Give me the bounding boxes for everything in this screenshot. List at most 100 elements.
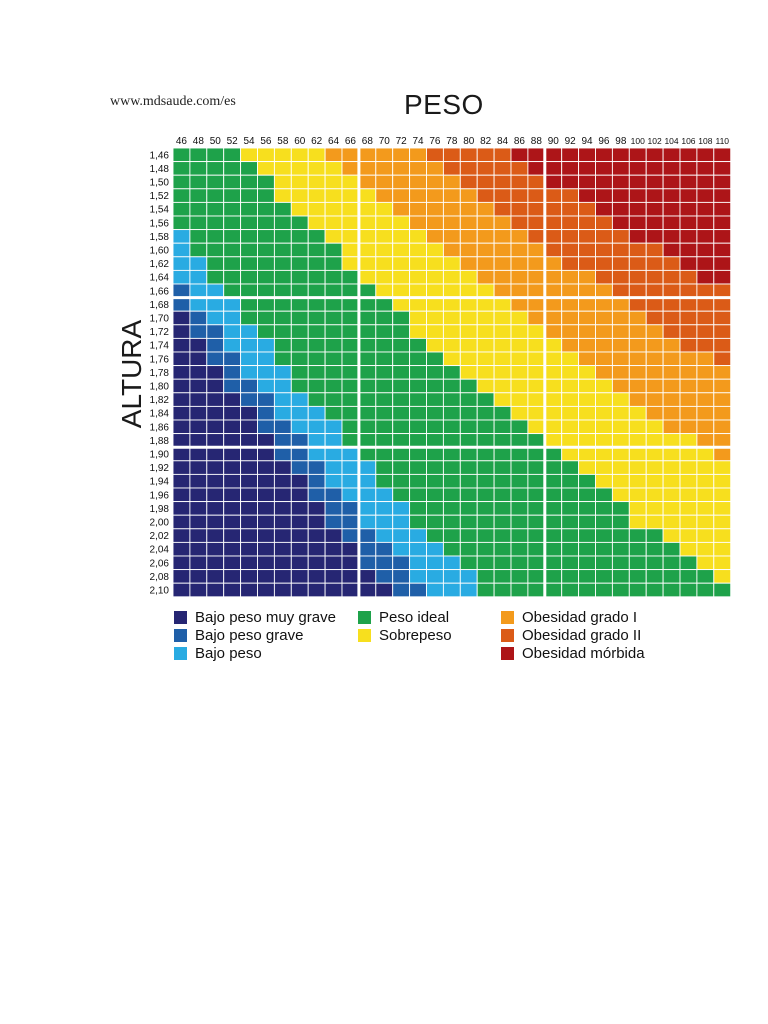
grid-cell	[409, 188, 427, 203]
x-tick-label: 60	[294, 136, 306, 147]
grid-cell	[341, 378, 360, 394]
grid-cell	[459, 473, 478, 489]
grid-cell	[392, 147, 411, 163]
grid-cell	[645, 201, 664, 217]
grid-cell	[662, 337, 681, 353]
grid-cell	[459, 351, 478, 367]
grid-cell	[426, 528, 444, 543]
grid-cell	[189, 310, 208, 326]
grid-cell	[628, 174, 647, 190]
grid-cell	[578, 351, 596, 367]
grid-cell	[442, 147, 461, 163]
grid-cell	[510, 215, 529, 231]
grid-cell	[341, 405, 360, 421]
grid-cell	[206, 324, 225, 339]
grid-cell	[459, 188, 478, 203]
grid-cell	[578, 229, 596, 244]
grid-cell	[307, 582, 326, 598]
y-tick-label: 2,10	[150, 586, 170, 597]
grid-cell	[544, 351, 563, 367]
grid-cell	[696, 269, 715, 285]
grid-cell	[459, 541, 478, 557]
grid-cell	[561, 541, 580, 557]
grid-cell	[611, 405, 630, 421]
grid-cell	[375, 392, 394, 407]
y-tick-label: 1,60	[150, 246, 170, 257]
grid-cell	[324, 283, 343, 299]
grid-cell	[459, 392, 478, 407]
grid-cell	[476, 310, 495, 326]
grid-cell	[679, 324, 698, 339]
grid-cell	[696, 283, 715, 299]
grid-cell	[544, 582, 563, 598]
grid-cell	[324, 269, 343, 285]
x-tick-label: 64	[328, 136, 340, 147]
grid-cell	[442, 582, 461, 598]
grid-cell	[375, 446, 394, 462]
grid-cell	[290, 351, 309, 367]
grid-cell	[392, 310, 411, 326]
grid-cell	[578, 514, 596, 530]
grid-cell	[290, 582, 309, 598]
grid-cell	[223, 460, 242, 475]
grid-cell	[206, 555, 225, 571]
grid-cell	[611, 487, 630, 503]
grid-cell	[595, 215, 613, 231]
grid-cell	[307, 569, 326, 584]
chart-title: PESO	[404, 89, 484, 120]
grid-cell	[375, 501, 394, 516]
grid-cell	[307, 460, 326, 475]
grid-cell	[290, 324, 309, 339]
grid-cell	[189, 473, 208, 489]
grid-cell	[527, 460, 546, 475]
grid-cell	[527, 147, 546, 163]
grid-cell	[476, 161, 495, 176]
grid-cell	[307, 433, 326, 448]
grid-cell	[392, 514, 411, 530]
grid-cell	[257, 201, 275, 217]
grid-cell	[426, 324, 444, 339]
grid-cell	[358, 378, 377, 394]
grid-cell	[578, 188, 596, 203]
grid-cell	[628, 405, 647, 421]
grid-cell	[544, 161, 563, 176]
grid-cell	[696, 528, 715, 543]
grid-cell	[645, 297, 664, 312]
grid-cell	[628, 501, 647, 516]
grid-cell	[341, 242, 360, 258]
grid-cell	[645, 147, 664, 163]
grid-cell	[392, 460, 411, 475]
grid-cell	[358, 365, 377, 380]
grid-cell	[713, 310, 732, 326]
grid-cell	[324, 446, 343, 462]
grid-cell	[662, 283, 681, 299]
x-tick-label: 92	[565, 136, 577, 147]
grid-cell	[476, 419, 495, 435]
grid-cell	[662, 310, 681, 326]
grid-cell	[324, 229, 343, 244]
grid-cell	[358, 460, 377, 475]
grid-cell	[578, 473, 596, 489]
grid-cell	[628, 201, 647, 217]
grid-cell	[696, 215, 715, 231]
grid-cell	[358, 337, 377, 353]
grid-cell	[257, 351, 275, 367]
legend-label: Bajo peso	[195, 645, 262, 662]
grid-cell	[510, 324, 529, 339]
grid-cell	[578, 310, 596, 326]
grid-cell	[476, 147, 495, 163]
y-tick-label: 2,08	[150, 572, 170, 583]
grid-cell	[223, 188, 242, 203]
grid-cell	[544, 501, 563, 516]
grid-cell	[409, 283, 427, 299]
grid-cell	[240, 460, 258, 475]
grid-cell	[578, 433, 596, 448]
grid-cell	[493, 215, 512, 231]
grid-cell	[713, 419, 732, 435]
grid-cell	[273, 269, 292, 285]
grid-cell	[172, 161, 191, 176]
grid-cell	[206, 582, 225, 598]
grid-cell	[510, 365, 529, 380]
grid-cell	[307, 541, 326, 557]
grid-cell	[696, 188, 715, 203]
